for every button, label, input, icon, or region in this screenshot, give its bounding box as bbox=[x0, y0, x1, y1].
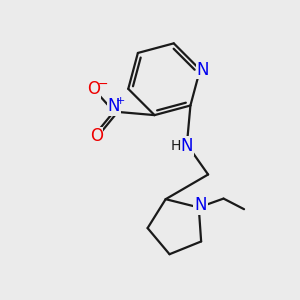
Text: +: + bbox=[116, 96, 125, 106]
Text: O: O bbox=[90, 127, 103, 145]
Text: N: N bbox=[108, 97, 120, 115]
Text: O: O bbox=[87, 80, 100, 98]
Text: N: N bbox=[196, 61, 209, 79]
Text: N: N bbox=[194, 196, 207, 214]
Text: N: N bbox=[181, 137, 193, 155]
Text: −: − bbox=[97, 77, 108, 91]
Text: H: H bbox=[171, 139, 181, 153]
